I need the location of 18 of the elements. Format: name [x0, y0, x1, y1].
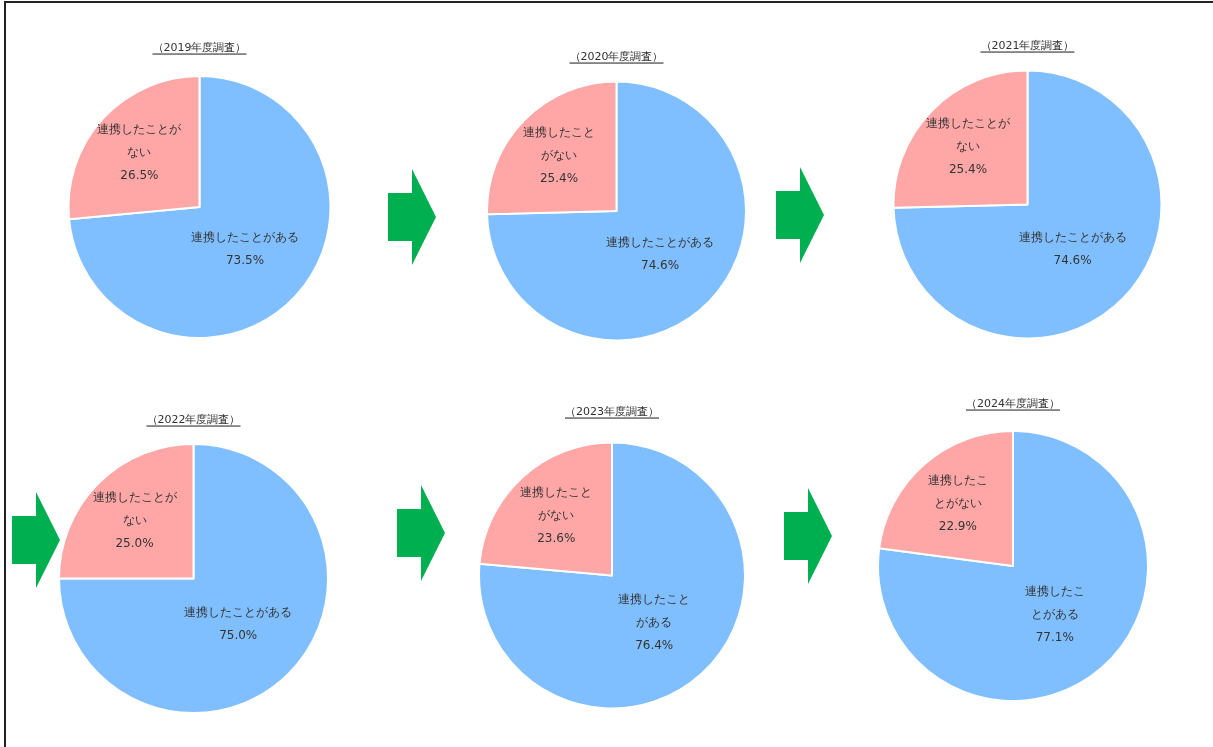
data-label: 連携したことがない 25.4% — [926, 116, 1010, 177]
data-label: 連携したことがある 77.1% — [1024, 583, 1085, 644]
data-label: 連携したことがない 25.4% — [523, 124, 595, 185]
data-label: 連携したことがない 23.6% — [520, 484, 593, 545]
data-label: 連携したことがある 74.6% — [1018, 229, 1127, 267]
title: （2021年度調査） — [980, 38, 1075, 52]
title: （2023年度調査） — [565, 404, 659, 418]
title: （2024年度調査） — [966, 396, 1060, 410]
data-label: 連携したことがない 26.5% — [97, 122, 182, 183]
title: （2019年度調査） — [152, 40, 247, 54]
title: （2022年度調査） — [146, 412, 241, 426]
data-label: 連携したことがある 74.6% — [606, 235, 715, 272]
title: （2020年度調査） — [569, 49, 664, 63]
data-label: 連携したことがない 22.9% — [927, 473, 988, 534]
data-label: 連携したことがない 25.0% — [92, 489, 177, 550]
data-label: 連携したことがある 75.0% — [184, 604, 293, 642]
data-label: 連携したことがある 73.5% — [191, 229, 300, 267]
data-label: 連携したことがある 76.4% — [618, 591, 691, 652]
